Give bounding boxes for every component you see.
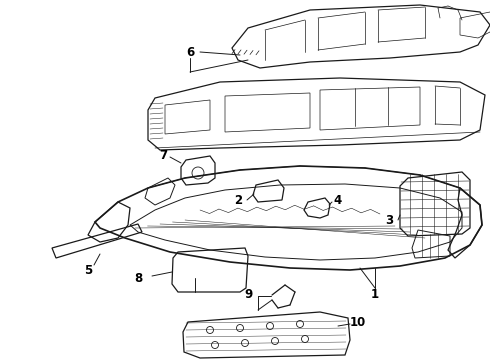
Text: 8: 8 bbox=[134, 271, 142, 284]
Text: 2: 2 bbox=[234, 194, 242, 207]
Text: 6: 6 bbox=[186, 45, 194, 59]
Text: 4: 4 bbox=[334, 194, 342, 207]
Text: 3: 3 bbox=[385, 213, 393, 226]
Text: 7: 7 bbox=[159, 149, 167, 162]
Text: 1: 1 bbox=[371, 288, 379, 302]
Text: 9: 9 bbox=[244, 288, 252, 302]
Text: 5: 5 bbox=[84, 264, 92, 276]
Text: 10: 10 bbox=[350, 315, 366, 328]
